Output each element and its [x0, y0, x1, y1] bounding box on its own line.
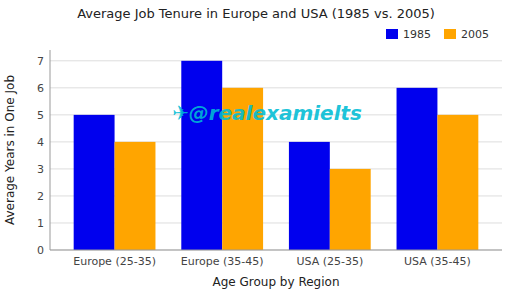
- bar: [437, 115, 478, 250]
- legend-swatch: [386, 29, 398, 39]
- x-tick-label: Europe (25-35): [73, 255, 156, 268]
- legend: 1985 2005: [386, 28, 489, 41]
- bar: [397, 88, 438, 250]
- y-tick-label: 2: [37, 190, 44, 203]
- bars: [74, 61, 479, 250]
- bar: [181, 61, 222, 250]
- y-tick-label: 4: [37, 136, 44, 149]
- y-tick-label: 3: [37, 163, 44, 176]
- x-tick-label: USA (35-45): [404, 255, 471, 268]
- x-tick-label: Europe (35-45): [181, 255, 264, 268]
- watermark: ✈@realexamielts: [172, 101, 362, 125]
- x-axis-label: Age Group by Region: [213, 275, 340, 289]
- y-axis-label: Average Years in One Job: [3, 75, 17, 225]
- legend-label: 2005: [461, 28, 489, 41]
- y-axis-line: [50, 50, 51, 250]
- chart-svg: Average Job Tenure in Europe and USA (19…: [0, 0, 512, 305]
- legend-label: 1985: [403, 28, 431, 41]
- legend-swatch: [444, 29, 456, 39]
- y-tick-label: 5: [37, 109, 44, 122]
- y-tick-label: 6: [37, 82, 44, 95]
- y-tick-label: 7: [37, 55, 44, 68]
- grid-line: [50, 60, 502, 61]
- x-tick-label: USA (25-35): [296, 255, 363, 268]
- title: Average Job Tenure in Europe and USA (19…: [77, 6, 435, 21]
- bar: [115, 142, 156, 250]
- grid-line: [50, 250, 502, 251]
- bar: [330, 169, 371, 250]
- bar: [289, 142, 330, 250]
- y-tick-label: 1: [37, 217, 44, 230]
- chart-container: Average Job Tenure in Europe and USA (19…: [0, 0, 512, 305]
- x-axis-line: [50, 250, 502, 251]
- y-tick-label: 0: [37, 244, 44, 257]
- bar: [74, 115, 115, 250]
